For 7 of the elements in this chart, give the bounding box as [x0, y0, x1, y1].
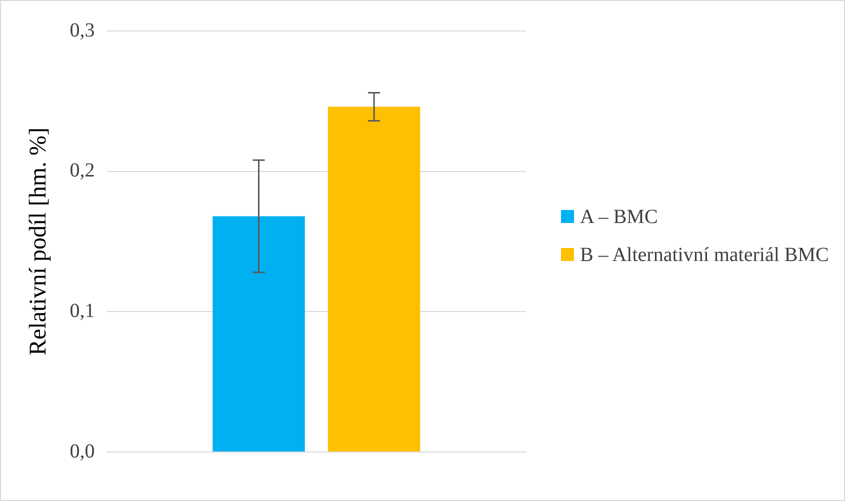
legend-label: A – BMC	[580, 205, 658, 229]
y-tick-label: 0,1	[70, 300, 95, 322]
y-tick-label: 0,0	[70, 440, 95, 462]
legend-label: B – Alternativní materiál BMC	[580, 243, 829, 267]
y-tick-label: 0,2	[70, 160, 95, 182]
y-axis-title: Relativní podíl [hm. %]	[26, 128, 52, 356]
y-tick-label: 0,3	[70, 19, 95, 42]
